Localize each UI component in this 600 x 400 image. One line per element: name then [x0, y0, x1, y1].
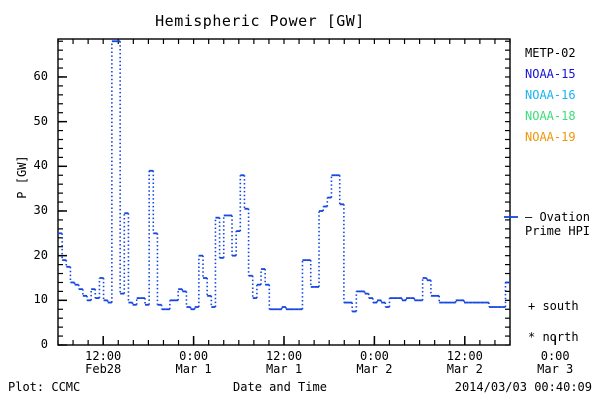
x-tick-time: 0:00	[179, 349, 209, 363]
y-tick-label: 10	[33, 292, 48, 307]
legend-item-noaa-16: NOAA-16	[525, 88, 576, 102]
x-tick-time: 12:00	[446, 349, 483, 363]
x-axis-title: Date and Time	[233, 380, 327, 394]
legend-item-ovation-prime: — Ovation Prime HPI	[525, 210, 590, 238]
legend-ovation-line1: — Ovation	[525, 210, 591, 224]
axis-ticks	[57, 39, 556, 346]
data-series	[58, 40, 510, 313]
legend-item-noaa-15: NOAA-15	[525, 67, 576, 81]
y-tick-label: 30	[33, 202, 48, 217]
y-tick-label: 60	[33, 68, 48, 83]
y-tick-label: 0	[40, 337, 48, 351]
legend-item-metp-02: METP-02	[525, 46, 576, 60]
generation-timestamp: 2014/03/03 00:40:09	[454, 380, 592, 394]
y-tick-label: 40	[33, 158, 48, 173]
legend-item-noaa-19: NOAA-19	[525, 130, 576, 144]
plot-source-footer: Plot: CCMC	[8, 380, 81, 394]
legend-item-noaa-18: NOAA-18	[525, 109, 576, 123]
x-tick-label: 0:00 Mar 2	[339, 350, 409, 376]
page-title: Hemispheric Power [GW]	[155, 12, 365, 30]
x-tick-label: 12:00 Mar 2	[430, 350, 500, 376]
x-tick-date: Mar 1	[175, 362, 212, 376]
legend-item-north: * north	[528, 330, 579, 344]
x-tick-time: 12:00	[85, 349, 122, 363]
x-tick-date: Mar 2	[356, 362, 393, 376]
plot-frame	[57, 38, 511, 346]
x-tick-date: Mar 2	[446, 362, 483, 376]
axis-frame	[57, 38, 511, 346]
x-tick-date: Mar 3	[537, 362, 574, 376]
x-tick-time: 12:00	[265, 349, 303, 363]
legend-ovation-line2: Prime HPI	[525, 224, 591, 238]
legend-item-south: + south	[528, 299, 579, 313]
y-tick-label: 20	[33, 247, 48, 262]
x-tick-label: 0:00 Mar 1	[159, 350, 229, 376]
x-tick-date: Feb28	[85, 362, 122, 376]
x-tick-label: 12:00 Feb28	[68, 350, 138, 376]
x-tick-label: 0:00 Mar 3	[520, 350, 590, 376]
x-tick-time: 0:00	[540, 349, 570, 363]
x-tick-label: 12:00 Mar 1	[249, 350, 319, 376]
y-tick-label: 50	[33, 113, 48, 128]
x-tick-time: 0:00	[359, 349, 389, 363]
x-tick-date: Mar 1	[265, 362, 303, 376]
